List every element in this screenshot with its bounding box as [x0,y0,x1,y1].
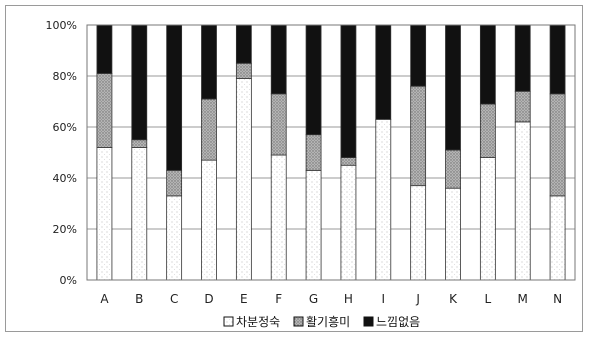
bar-segment-N-2 [549,93,566,197]
bar-segment-N-3 [549,24,566,95]
y-tick-label: 60% [53,121,77,134]
bar-segment-K-1 [445,187,461,281]
bar-segment-M-3 [514,24,531,92]
bar-segment-H-3 [340,24,357,159]
bar-segment-F-1 [270,154,287,281]
bar-segment-D-1 [201,159,217,281]
bar-segment-M-1 [514,121,531,281]
x-tick-label: J [415,292,420,306]
y-tick-label: 0% [60,274,77,287]
bar-segment-C-3 [166,24,183,171]
plot-area-border [86,24,576,281]
bars [96,24,566,281]
x-tick-label: G [309,292,318,306]
legend-swatch [363,316,374,327]
bar-segment-D-3 [201,24,217,100]
bar-segment-M-2 [514,90,531,123]
bar-segment-L-2 [479,103,496,159]
x-tick-label: M [518,292,528,306]
y-tick-label: 100% [46,19,77,32]
bar-segment-L-1 [479,157,496,281]
x-tick-label: N [553,292,562,306]
bar-segment-C-2 [166,169,183,197]
bar-segment-K-3 [445,24,461,151]
bar-segment-J-2 [410,85,427,187]
bar-segment-C-1 [166,195,183,281]
bar-segment-N-1 [549,195,566,281]
axes: 0% 20% 40% 60% 80% 100% A B C D E F G H I J K L M N [46,19,576,306]
bar-segment-B-3 [131,24,148,141]
bar-segment-G-2 [305,134,322,171]
y-tick-label: 40% [53,172,77,185]
bar-segment-B-1 [131,146,148,281]
bar-segment-G-1 [305,169,322,281]
bar-segment-F-3 [270,24,287,95]
x-tick-label: A [100,292,109,306]
x-tick-label: K [449,292,458,306]
legend-label: 활기흥미 [306,315,350,329]
x-tick-label: C [170,292,178,306]
x-tick-label: F [275,292,282,306]
bar-segment-F-2 [270,93,287,156]
bar-segment-A-1 [96,146,113,281]
legend-swatch [293,316,304,327]
y-tick-label: 80% [53,70,77,83]
bar-segment-E-2 [235,62,252,79]
bar-segment-L-3 [479,24,496,105]
bar-segment-A-3 [96,24,113,74]
bar-segment-K-2 [445,149,461,189]
bar-segment-I-1 [375,118,392,281]
bar-segment-G-3 [305,24,322,136]
bar-segment-H-2 [340,157,357,166]
x-tick-label: E [240,292,248,306]
stacked-bar-chart: 0% 20% 40% 60% 80% 100% A B C D E F G H I J K L M N 차분정숙 활기흥… [46,19,576,329]
bar-segment-E-3 [235,24,252,64]
bar-segment-D-2 [201,98,217,161]
bar-segment-H-1 [340,164,357,281]
y-tick-label: 20% [53,223,77,236]
grid-lines [87,24,575,281]
x-tick-label: L [485,292,492,306]
legend-label: 느낌없음 [376,315,420,329]
legend-swatch [223,316,234,327]
x-tick-label: H [344,292,353,306]
chart-frame: 0% 20% 40% 60% 80% 100% A B C D E F G H I J K L M N 차분정숙 활기흥… [5,5,583,332]
x-tick-label: B [135,292,143,306]
x-tick-label: D [204,292,213,306]
bar-segment-I-3 [375,24,392,120]
x-tick-label: I [382,292,386,306]
bar-segment-J-3 [410,24,427,87]
bar-segment-A-2 [96,73,113,148]
legend-label: 차분정숙 [236,315,280,329]
bar-segment-J-1 [410,185,427,281]
legend: 차분정숙 활기흥미 느낌없음 [223,315,420,329]
bar-segment-B-2 [131,139,148,148]
bar-segment-E-1 [235,78,252,281]
